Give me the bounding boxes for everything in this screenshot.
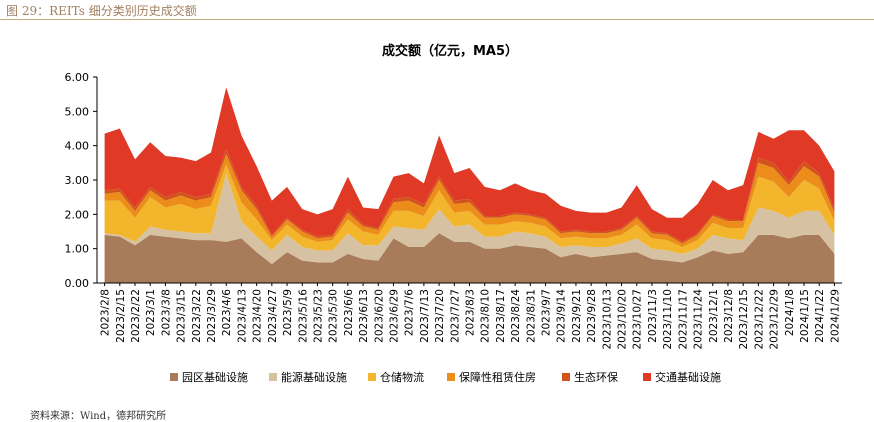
x-tick-label: 2024/1/29 [829,289,841,343]
x-tick-label: 2023/12/1 [708,289,720,343]
x-axis: 2023/2/8 2023/2/15 2023/2/22 2023/3/1 2023/3… [97,282,842,350]
x-tick-label: 2023/3/22 [191,289,203,343]
x-tick-label: 2024/1/15 [799,289,811,343]
legend-label: 生态环保 [574,370,618,384]
x-tick-label: 2023/2/22 [130,289,142,343]
x-tick-label: 2023/10/13 [601,289,613,350]
x-tick-label: 2023/6/20 [373,289,385,343]
x-tick-label: 2023/5/16 [297,289,309,343]
x-tick-label: 2023/12/15 [738,289,750,350]
legend-swatch [447,373,455,381]
legend-label: 交通基础设施 [655,370,721,384]
area-series-2 [104,173,835,265]
x-tick-label: 2023/7/20 [434,289,446,343]
x-tick-label: 2023/7/6 [404,289,416,336]
legend: 园区基础设施 能源基础设施 仓储物流 保障性租赁住房 生态环保 交通基础设施 [170,370,721,384]
x-tick-label: 2023/10/20 [617,289,629,350]
y-tick-label: 0.00 [65,277,90,290]
x-tick-label: 2023/8/24 [510,289,522,343]
x-tick-label: 2023/6/13 [358,289,370,343]
legend-label: 保障性租赁住房 [459,370,536,384]
x-tick-label: 2023/2/15 [115,289,127,343]
x-tick-label: 2023/9/7 [541,289,553,336]
caption-divider [0,19,874,20]
legend-label: 能源基础设施 [281,370,347,384]
x-tick-label: 2023/4/20 [252,289,264,343]
x-tick-label: 2023/3/29 [206,289,218,343]
area-series-6 [104,87,835,242]
x-tick-label: 2023/8/17 [495,289,507,343]
x-tick-label: 2023/12/29 [769,289,781,350]
y-tick-label: 1.00 [65,243,90,256]
area-series-3 [104,164,835,254]
legend-swatch [562,373,570,381]
x-tick-label: 2023/8/10 [480,289,492,343]
x-tick-label: 2023/9/14 [556,289,568,343]
chart-title: 成交额（亿元，MA5） [382,43,518,59]
x-tick-label: 2023/3/1 [145,289,157,336]
x-tick-label: 2023/10/27 [632,289,644,350]
x-tick-label: 2024/1/8 [784,289,796,336]
x-tick-label: 2023/5/30 [328,289,340,343]
x-tick-label: 2023/8/31 [525,289,537,343]
y-tick-label: 2.00 [65,208,90,221]
x-tick-label: 2023/11/17 [677,289,689,350]
x-tick-label: 2023/3/8 [160,289,172,336]
x-tick-label: 2023/6/6 [343,289,355,336]
x-tick-label: 2023/11/24 [693,289,705,350]
x-tick-label: 2023/6/29 [388,289,400,343]
x-tick-label: 2023/11/10 [662,289,674,350]
x-tick-label: 2023/8/3 [465,289,477,336]
x-tick-label: 2023/11/3 [647,289,659,343]
legend-label: 园区基础设施 [182,371,248,384]
legend-swatch [269,373,277,381]
x-tick-label: 2023/4/27 [267,289,279,343]
legend-swatch [643,373,651,381]
x-tick-label: 2023/7/13 [419,289,431,343]
x-tick-label: 2023/5/23 [312,289,324,343]
x-tick-label: 2023/7/27 [449,289,461,343]
x-tick-label: 2023/4/6 [221,289,233,336]
area-series-1 [104,233,835,283]
x-tick-label: 2023/9/21 [571,289,583,343]
series-areas [104,87,835,283]
x-tick-label: 2023/4/13 [236,289,248,343]
x-tick-label: 2023/5/9 [282,289,294,336]
x-tick-label: 2023/3/15 [176,289,188,343]
x-tick-label: 2023/2/8 [100,289,112,336]
figure-caption: 图 29：REITs 细分类别历史成交额 [6,4,197,18]
source-note: 资料来源：Wind，德邦研究所 [30,411,167,422]
y-tick-label: 3.00 [65,174,90,187]
legend-swatch [170,373,178,381]
x-tick-label: 2024/1/22 [814,289,826,343]
y-tick-label: 6.00 [65,71,90,84]
y-axis: 0.00 1.00 2.00 3.00 4.00 5.00 6.00 [65,71,98,290]
y-tick-label: 5.00 [65,105,90,118]
x-tick-label: 2023/12/22 [753,289,765,350]
area-series-4 [104,154,835,247]
y-tick-label: 4.00 [65,140,90,153]
x-tick-label: 2023/9/28 [586,289,598,343]
legend-label: 仓储物流 [380,370,424,384]
x-tick-label: 2023/12/8 [723,289,735,343]
legend-swatch [368,373,376,381]
